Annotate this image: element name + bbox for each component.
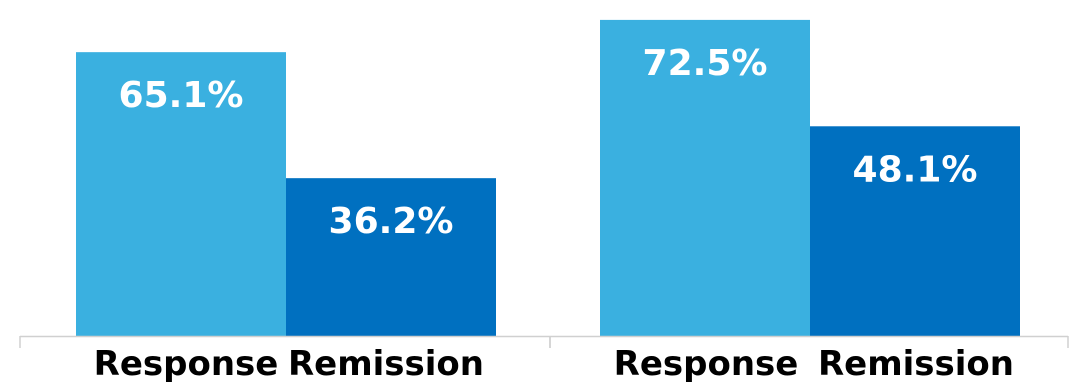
x-tick-label: Remission xyxy=(288,344,484,382)
x-tick-label: Response xyxy=(94,344,279,382)
bar-remission xyxy=(810,126,1020,336)
bar-response xyxy=(76,52,286,336)
chart-panel-2: 72.5% Response 48.1% Remission xyxy=(549,19,1069,382)
data-label: 48.1% xyxy=(853,149,978,190)
data-label: 65.1% xyxy=(119,75,244,116)
x-tick-label: Remission xyxy=(818,344,1014,382)
data-label: 36.2% xyxy=(329,201,454,242)
chart-panel-1: 65.1% Response 36.2% Remission xyxy=(19,52,551,382)
bar-remission xyxy=(286,178,496,336)
x-tick-label: Response xyxy=(614,344,799,382)
bar-response xyxy=(600,19,810,337)
data-label: 72.5% xyxy=(643,43,768,84)
chart-panels: 65.1% Response 36.2% Remission 72.5% Response… xyxy=(19,19,1069,382)
